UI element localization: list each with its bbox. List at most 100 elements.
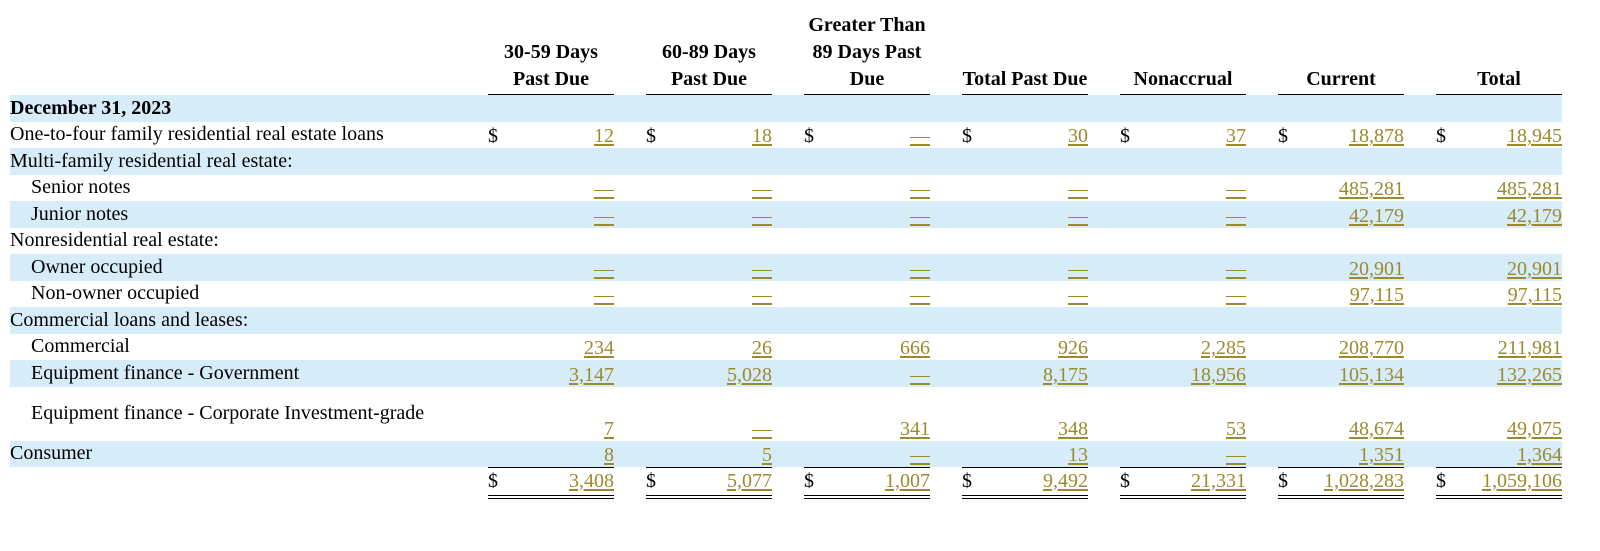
- value-link[interactable]: —: [752, 284, 772, 306]
- currency-symbol: [804, 440, 826, 467]
- currency-symbol: [1278, 254, 1300, 281]
- value-link[interactable]: 485,281: [1497, 178, 1562, 200]
- value-link[interactable]: 26: [752, 337, 772, 359]
- currency-symbol: $: [1278, 125, 1288, 147]
- value-link[interactable]: —: [910, 443, 930, 466]
- value-link[interactable]: 5,028: [727, 363, 772, 386]
- currency-symbol: [1278, 334, 1300, 361]
- value-link[interactable]: 48,674: [1349, 417, 1404, 440]
- section-title: December 31, 2023: [10, 95, 488, 122]
- value-link[interactable]: —: [1226, 178, 1246, 200]
- value-link[interactable]: 1,059,106: [1482, 469, 1562, 492]
- currency-symbol: [804, 360, 826, 387]
- value-link[interactable]: —: [1226, 257, 1246, 280]
- cell-value: —: [826, 175, 930, 202]
- value-link[interactable]: —: [752, 257, 772, 280]
- value-link[interactable]: —: [1068, 204, 1088, 227]
- value-link[interactable]: 18,878: [1349, 125, 1404, 147]
- value-link[interactable]: 18,945: [1507, 125, 1562, 147]
- value-link[interactable]: 49,075: [1507, 417, 1562, 440]
- value-link[interactable]: 3,408: [569, 469, 614, 492]
- value-link[interactable]: 37: [1226, 125, 1246, 147]
- value-link[interactable]: 8,175: [1043, 363, 1088, 386]
- value-link[interactable]: 5,077: [727, 469, 772, 492]
- value-link[interactable]: 20,901: [1507, 257, 1562, 280]
- value-link[interactable]: 105,134: [1339, 363, 1404, 386]
- value-link[interactable]: 666: [900, 337, 930, 359]
- value-link[interactable]: 7: [604, 417, 614, 440]
- value-link[interactable]: 13: [1068, 443, 1088, 466]
- value-link[interactable]: —: [1068, 178, 1088, 200]
- value-link[interactable]: —: [910, 178, 930, 200]
- row-label: Junior notes: [10, 201, 488, 228]
- table-row: Equipment finance - Government 3,147 5,028…: [10, 360, 1562, 387]
- value-link[interactable]: —: [1226, 284, 1246, 306]
- row-label-text: Non-owner occupied: [31, 282, 200, 305]
- value-link[interactable]: —: [910, 284, 930, 306]
- cell-value: 211,981: [1458, 334, 1562, 361]
- value-link[interactable]: 30: [1068, 125, 1088, 147]
- value-link[interactable]: 18: [752, 125, 772, 147]
- value-link[interactable]: —: [1226, 204, 1246, 227]
- table-row: Consumer 8 5 — 13 — 1,351 1,364: [10, 440, 1562, 467]
- value-link[interactable]: —: [910, 204, 930, 227]
- cell-value: 3,147: [510, 360, 614, 387]
- value-link[interactable]: 485,281: [1339, 178, 1404, 200]
- value-link[interactable]: —: [910, 125, 930, 147]
- value-link[interactable]: —: [910, 257, 930, 280]
- value-link[interactable]: 8: [604, 443, 614, 466]
- cell-value: 30: [984, 122, 1088, 149]
- value-link[interactable]: 3,147: [569, 363, 614, 386]
- currency-symbol: [646, 440, 668, 467]
- currency-symbol: [1278, 281, 1300, 308]
- value-link[interactable]: —: [752, 417, 772, 440]
- value-link[interactable]: 2,285: [1201, 337, 1246, 359]
- currency-symbol: [962, 175, 984, 202]
- value-link[interactable]: 208,770: [1339, 337, 1404, 359]
- value-link[interactable]: 211,981: [1497, 337, 1562, 359]
- value-link[interactable]: 341: [900, 417, 930, 440]
- value-link[interactable]: 926: [1058, 337, 1088, 359]
- value-link[interactable]: 12: [594, 125, 614, 147]
- value-link[interactable]: 9,492: [1043, 469, 1088, 492]
- total-value: 1,028,283: [1300, 466, 1404, 499]
- value-link[interactable]: —: [594, 257, 614, 280]
- value-link[interactable]: —: [594, 178, 614, 200]
- cell-value: —: [668, 254, 772, 281]
- value-link[interactable]: 18,956: [1191, 363, 1246, 386]
- value-link[interactable]: 20,901: [1349, 257, 1404, 280]
- value-link[interactable]: —: [752, 178, 772, 200]
- cell-value: —: [1142, 175, 1246, 202]
- value-link[interactable]: —: [1226, 443, 1246, 466]
- value-link[interactable]: 53: [1226, 417, 1246, 440]
- value-link[interactable]: 97,115: [1507, 284, 1562, 306]
- total-value: 5,077: [668, 466, 772, 499]
- cell-value: —: [984, 175, 1088, 202]
- value-link[interactable]: 97,115: [1349, 284, 1404, 306]
- value-link[interactable]: 132,265: [1497, 363, 1562, 386]
- value-link[interactable]: —: [752, 204, 772, 227]
- row-label-text: Commercial: [31, 335, 130, 358]
- value-link[interactable]: —: [1068, 257, 1088, 280]
- currency-symbol: [1436, 387, 1458, 441]
- value-link[interactable]: 1,028,283: [1324, 469, 1404, 492]
- row-label: Non-owner occupied: [10, 281, 488, 308]
- value-link[interactable]: 42,179: [1507, 204, 1562, 227]
- cell-value: 341: [826, 387, 930, 441]
- value-link[interactable]: 1,364: [1517, 443, 1562, 466]
- value-link[interactable]: —: [594, 204, 614, 227]
- value-link[interactable]: 42,179: [1349, 204, 1404, 227]
- value-link[interactable]: —: [910, 363, 930, 386]
- value-link[interactable]: 1,351: [1359, 443, 1404, 466]
- value-link[interactable]: 234: [584, 337, 614, 359]
- currency-symbol: [1120, 387, 1142, 441]
- currency-symbol: [1436, 201, 1458, 228]
- cell-value: 13: [984, 440, 1088, 467]
- value-link[interactable]: 5: [762, 443, 772, 466]
- value-link[interactable]: —: [1068, 284, 1088, 306]
- value-link[interactable]: 1,007: [885, 469, 930, 492]
- cell-value: 485,281: [1458, 175, 1562, 202]
- value-link[interactable]: 348: [1058, 417, 1088, 440]
- value-link[interactable]: —: [594, 284, 614, 306]
- value-link[interactable]: 21,331: [1191, 469, 1246, 492]
